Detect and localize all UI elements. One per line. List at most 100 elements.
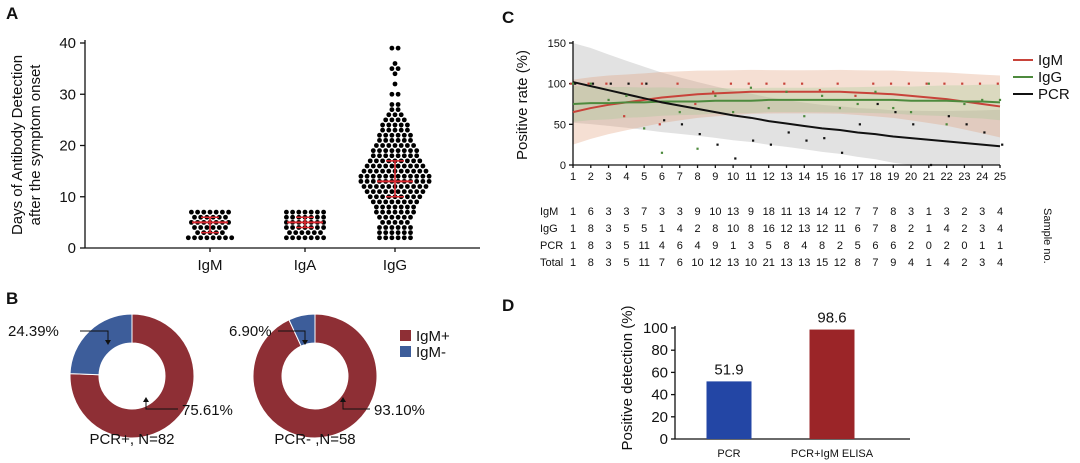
- panel-a-data-point: [189, 219, 194, 225]
- panel-c-xtick-label: 13: [780, 171, 792, 183]
- panel-a-data-point: [401, 189, 407, 195]
- panel-a-data-point: [201, 209, 207, 215]
- panel-c-data-point-igg: [660, 151, 664, 154]
- table-cell: 3: [677, 206, 683, 218]
- panel-c-xtick-label: 2: [588, 171, 594, 183]
- panel-d-bar-pcr-igm-elisa: [809, 329, 855, 439]
- panel-a-data-point: [321, 225, 326, 230]
- panel-a-data-point: [386, 127, 392, 133]
- panel-a-data-point: [204, 225, 210, 230]
- panel-label-c: C: [502, 8, 514, 27]
- table-row-label: IgM: [540, 206, 558, 218]
- table-cell: 1: [926, 223, 932, 235]
- panel-c-data-point-pcr: [805, 139, 808, 142]
- panel-c-xtick-label: 17: [852, 171, 864, 183]
- panel-c-data-point-pcr: [627, 82, 630, 85]
- donut-pointer: [80, 330, 109, 342]
- panel-a-data-point: [321, 219, 326, 225]
- panel-c-data-point-pcr: [787, 131, 790, 134]
- panel-a-data-point: [315, 214, 320, 220]
- panel-a-data-point: [392, 143, 398, 148]
- panel-a-data-point: [380, 204, 385, 210]
- table-cell: 6: [855, 223, 861, 235]
- panel-a-data-point: [401, 117, 407, 123]
- panel-a-data-point: [284, 219, 289, 225]
- panel-a-data-point: [395, 107, 401, 113]
- panel-a-data-point: [398, 209, 404, 215]
- panel-a-data-point: [380, 194, 385, 200]
- panel-a-data-point: [395, 132, 401, 138]
- table-cell: 4: [944, 257, 950, 269]
- panel-c-data-point-igm: [623, 115, 626, 118]
- panel-a-data-point: [405, 127, 410, 133]
- panel-a-ytick-label: 30: [59, 86, 76, 103]
- table-cell: 10: [727, 223, 739, 235]
- panel-a-data-point: [361, 184, 367, 189]
- panel-a-data-point: [377, 230, 382, 236]
- panel-c-data-point-igg: [998, 98, 1002, 102]
- panel-a-data-point: [405, 168, 410, 174]
- panel-c-xtick-label: 21: [923, 171, 935, 183]
- table-cell: 8: [855, 257, 861, 269]
- panel-a-data-point: [220, 230, 225, 236]
- panel-a-data-point: [380, 219, 385, 225]
- panel-a-data-point: [370, 189, 376, 195]
- panel-c-xtick-label: 9: [712, 171, 718, 183]
- table-cell: 1: [997, 240, 1003, 252]
- panel-c-data-point-igm: [818, 89, 821, 92]
- panel-a-data-point: [389, 107, 395, 113]
- panel-a-data-point: [411, 168, 416, 174]
- panel-c-confidence-band-igm: [573, 69, 1000, 145]
- panel-c-ylabel: Positive rate (%): [514, 50, 531, 160]
- panel-a-data-point: [401, 173, 407, 179]
- panel-a-ylabel-line1: Days of Antibody Detection: [9, 55, 26, 235]
- panel-a-data-point: [389, 189, 395, 195]
- panel-c-data-point-igg: [643, 127, 646, 130]
- donut-slice-igm-pos: [252, 313, 378, 439]
- table-cell: 13: [798, 206, 810, 218]
- panel-a-data-point: [213, 209, 219, 215]
- panel-a-data-point: [290, 209, 295, 215]
- panel-c-data-point-igg: [571, 82, 575, 85]
- table-cell: 3: [979, 257, 985, 269]
- panel-a-data-point: [377, 148, 382, 154]
- panel-a-data-point: [383, 117, 389, 123]
- panel-c-data-point-pcr: [609, 82, 612, 85]
- panel-c-xtick-label: 25: [994, 171, 1006, 183]
- panel-a-data-point: [377, 173, 382, 179]
- table-cell: 10: [709, 206, 721, 218]
- table-cell: 3: [623, 206, 629, 218]
- panel-a-data-point: [426, 178, 432, 184]
- panel-c-data-point-igm: [569, 82, 572, 85]
- table-cell: 16: [763, 223, 775, 235]
- panel-a-data-point: [380, 122, 385, 128]
- panel-a-data-point: [401, 132, 407, 138]
- donut-value-label-igm-neg: 6.90%: [229, 323, 272, 340]
- panel-a-data-point: [321, 235, 326, 241]
- donut-pointer-head: [105, 340, 111, 345]
- panel-c-data-point-igg: [767, 106, 770, 110]
- table-row-label: PCR: [540, 240, 563, 252]
- panel-a-data-point: [185, 235, 191, 241]
- panel-c-data-point-pcr: [929, 163, 933, 167]
- panel-c-data-point-igm: [587, 82, 590, 85]
- table-cell: 8: [748, 223, 754, 235]
- table-cell: 3: [606, 240, 612, 252]
- panel-c-data-point-igm: [658, 123, 661, 126]
- table-cell: 7: [855, 206, 861, 218]
- panel-c-legend-label: IgM: [1038, 52, 1063, 69]
- panel-a-data-point: [405, 219, 410, 225]
- panel-a-data-point: [398, 112, 404, 118]
- panel-a-data-point: [198, 214, 204, 220]
- panel-d-ytick-label: 60: [651, 364, 668, 381]
- panel-c-fit-line-pcr: [572, 81, 1001, 148]
- panel-c-data-point-igg: [678, 111, 681, 114]
- table-cell: 1: [570, 257, 576, 269]
- panel-c-data-point-pcr: [947, 115, 950, 118]
- table-cell: 13: [798, 257, 810, 269]
- panel-a-data-point: [220, 209, 225, 215]
- panel-c-data-point-igg: [856, 102, 859, 106]
- panel-d-bar-pcr: [706, 381, 752, 439]
- table-cell: 4: [997, 223, 1003, 235]
- panel-a-data-point: [377, 153, 382, 159]
